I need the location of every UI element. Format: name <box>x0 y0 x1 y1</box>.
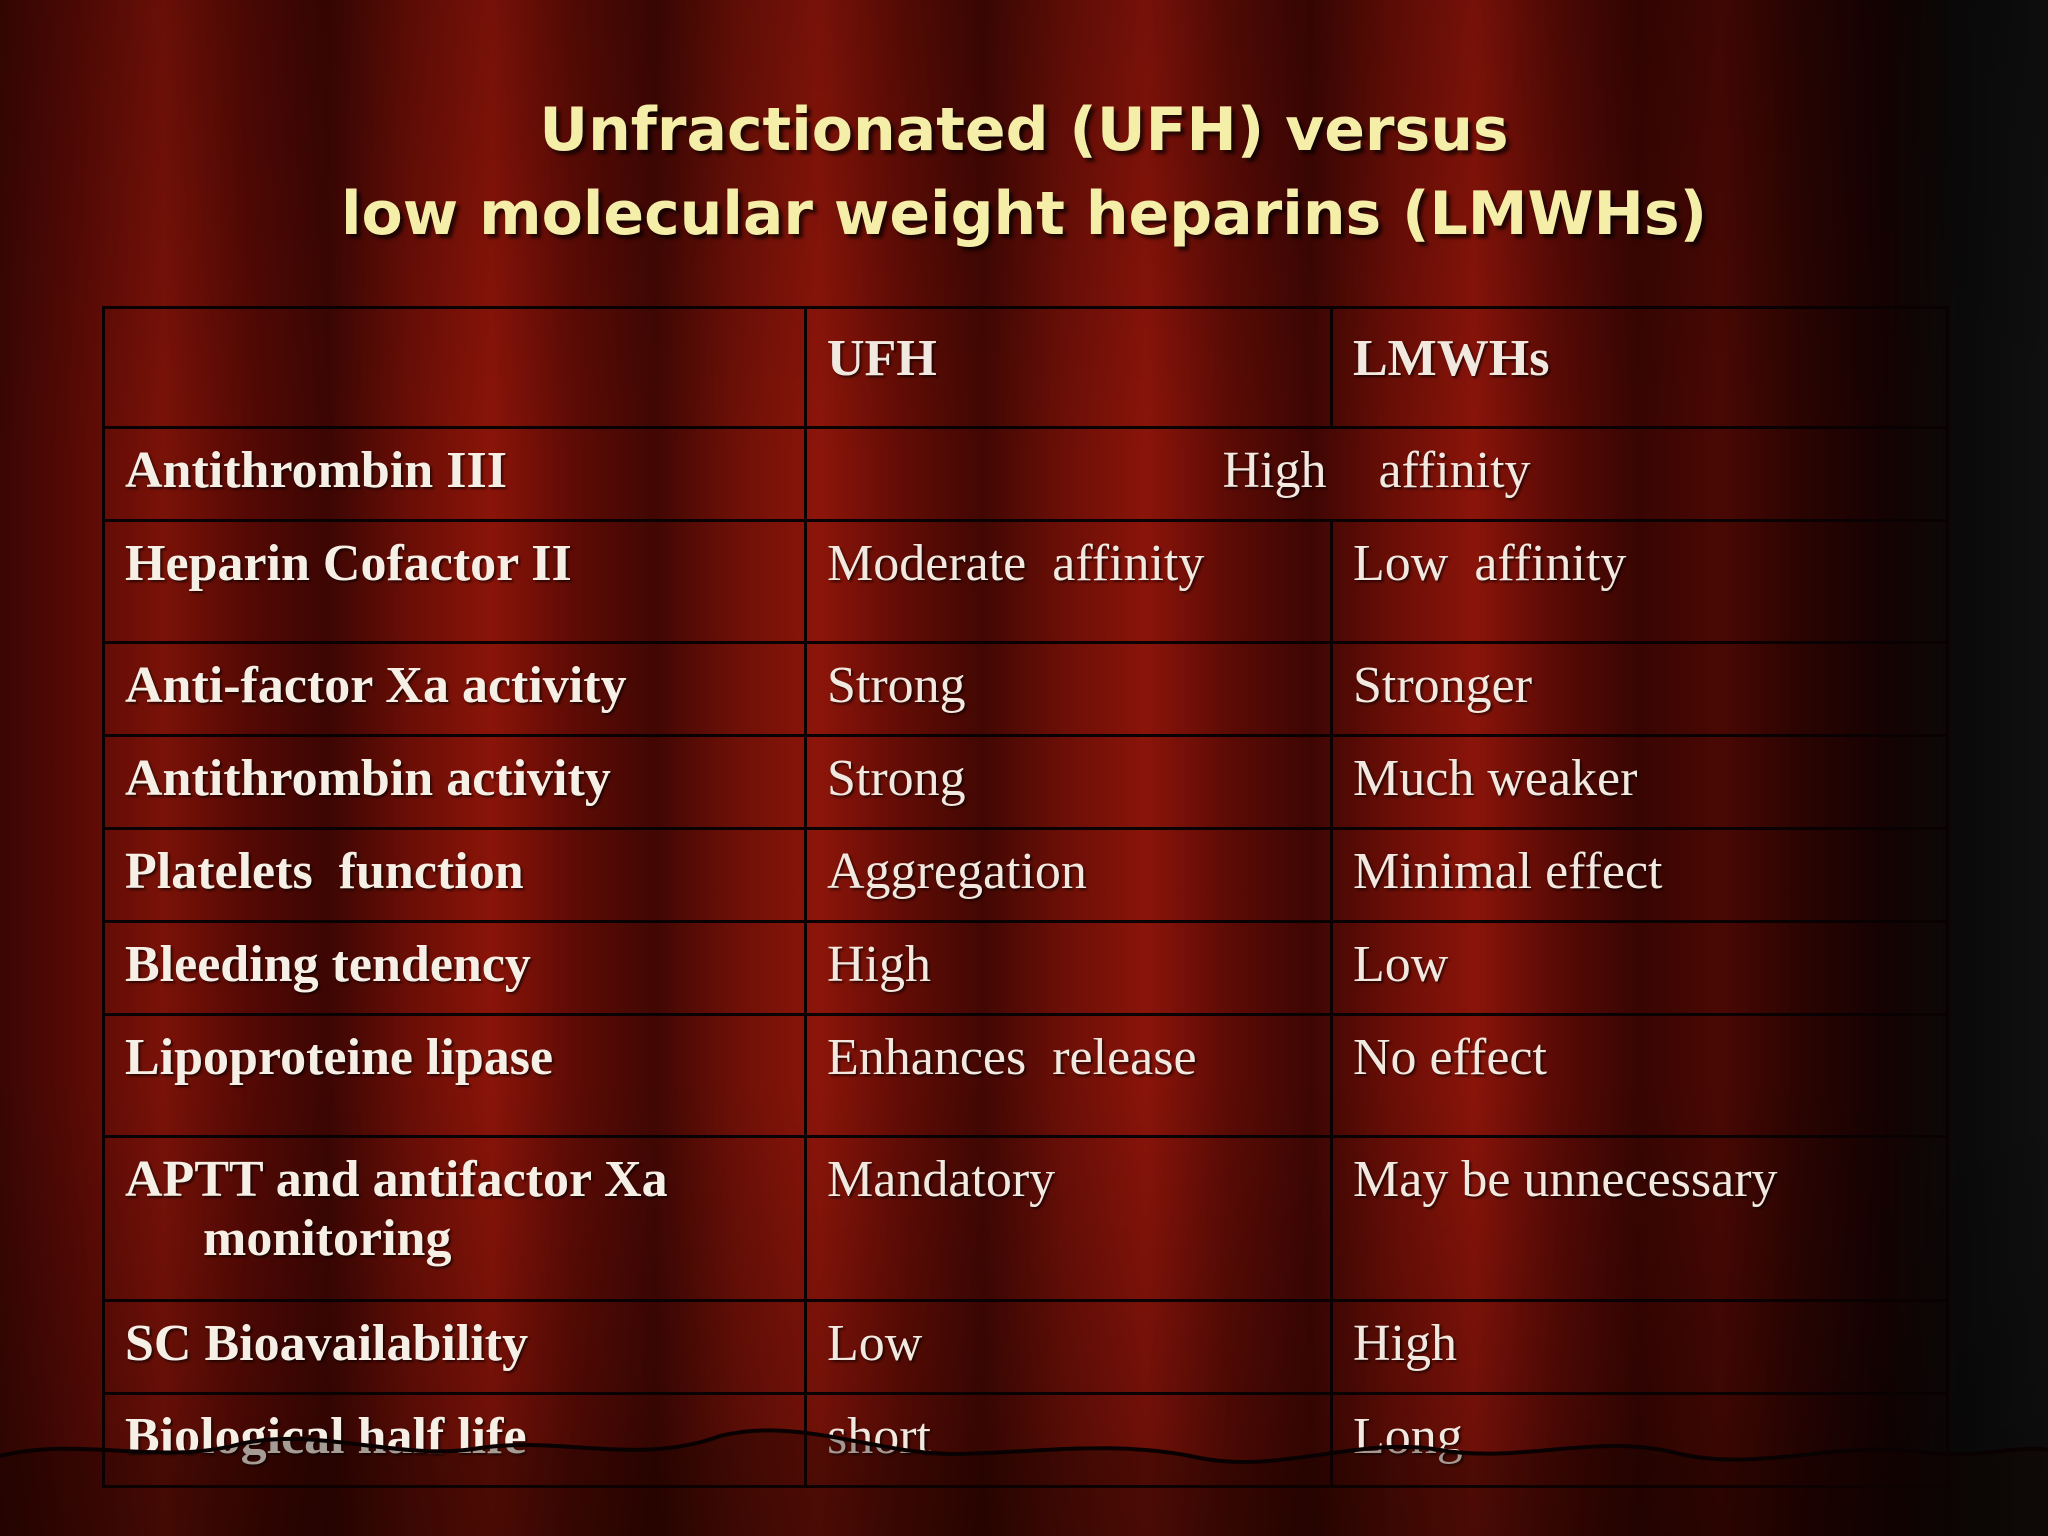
row-label: Lipoproteine lipase <box>102 1013 807 1138</box>
ufh-cell: Low <box>804 1299 1333 1395</box>
row-label: APTT and antifactor Xa <box>125 1151 668 1208</box>
ufh-cell: Enhances release <box>804 1013 1333 1138</box>
lmwh-cell: Long <box>1330 1392 1949 1488</box>
merged-cell: High affinity <box>804 426 1949 522</box>
table-row: Biological half life short Long <box>102 1392 1949 1488</box>
title-line-1: Unfractionated (UFH) versus <box>539 95 1509 165</box>
lmwh-cell: Much weaker <box>1330 734 1949 830</box>
table-row: APTT and antifactor Xa monitoring Mandat… <box>102 1135 1949 1302</box>
table-row: SC Bioavailability Low High <box>102 1299 1949 1395</box>
header-cell-empty <box>102 306 807 429</box>
row-label-continuation: monitoring <box>203 1210 452 1267</box>
row-label: Heparin Cofactor II <box>102 519 807 644</box>
lmwh-cell: Low <box>1330 920 1949 1016</box>
lmwh-cell: May be unnecessary <box>1330 1135 1949 1302</box>
ufh-cell: High <box>804 920 1333 1016</box>
ufh-cell: Aggregation <box>804 827 1333 923</box>
header-lmwhs: LMWHs <box>1330 306 1949 429</box>
row-label-multiline: APTT and antifactor Xa monitoring <box>102 1135 807 1302</box>
table-row: Bleeding tendency High Low <box>102 920 1949 1016</box>
table-row: Antithrombin III High affinity <box>102 426 1949 522</box>
row-label: SC Bioavailability <box>102 1299 807 1395</box>
ufh-cell: Mandatory <box>804 1135 1333 1302</box>
lmwh-cell: High <box>1330 1299 1949 1395</box>
row-label: Anti-factor Xa activity <box>102 641 807 737</box>
table-row: Heparin Cofactor II Moderate affinity Lo… <box>102 519 1949 644</box>
ufh-cell: Strong <box>804 734 1333 830</box>
table-row: Antithrombin activity Strong Much weaker <box>102 734 1949 830</box>
row-label: Platelets function <box>102 827 807 923</box>
row-label: Antithrombin III <box>102 426 807 522</box>
lmwh-cell: Minimal effect <box>1330 827 1949 923</box>
title-line-2: low molecular weight heparins (LMWHs) <box>340 179 1708 249</box>
row-label: Bleeding tendency <box>102 920 807 1016</box>
lmwh-cell: Low affinity <box>1330 519 1949 644</box>
comparison-table: UFH LMWHs Antithrombin III High affinity… <box>102 306 1949 1488</box>
lmwh-cell: No effect <box>1330 1013 1949 1138</box>
table-row: Anti-factor Xa activity Strong Stronger <box>102 641 1949 737</box>
table-row: Platelets function Aggregation Minimal e… <box>102 827 1949 923</box>
ufh-cell: Strong <box>804 641 1333 737</box>
row-label: Antithrombin activity <box>102 734 807 830</box>
header-ufh: UFH <box>804 306 1333 429</box>
table-header-row: UFH LMWHs <box>102 306 1949 429</box>
lmwh-cell: Stronger <box>1330 641 1949 737</box>
ufh-cell: Moderate affinity <box>804 519 1333 644</box>
ufh-cell: short <box>804 1392 1333 1488</box>
slide-title: Unfractionated (UFH) versus low molecula… <box>0 88 2048 256</box>
table-row: Lipoproteine lipase Enhances release No … <box>102 1013 1949 1138</box>
row-label: Biological half life <box>102 1392 807 1488</box>
